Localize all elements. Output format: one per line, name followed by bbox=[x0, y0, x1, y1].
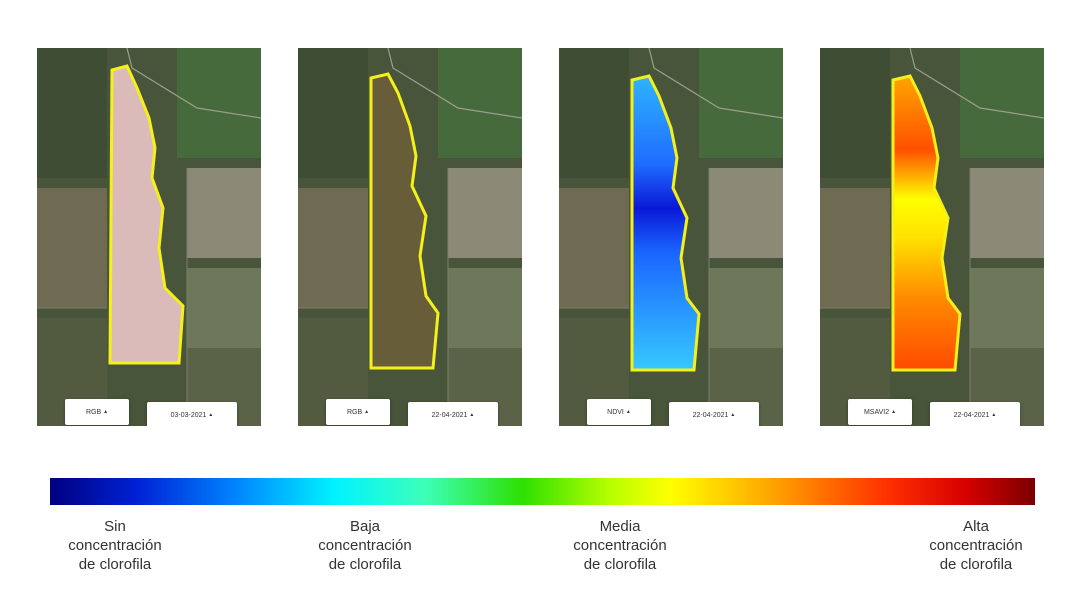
legend-label-baja: Baja concentración de clorofila bbox=[285, 517, 445, 574]
legend-line: de clorofila bbox=[583, 556, 657, 573]
legend-line: concentración bbox=[929, 537, 1023, 554]
legend-line: concentración bbox=[573, 537, 667, 554]
layer-label: RGB bbox=[85, 408, 102, 416]
legend-line: Baja bbox=[349, 518, 381, 535]
legend-line: de clorofila bbox=[328, 556, 402, 573]
layer-label: NDVI bbox=[607, 408, 624, 416]
caret-up-icon: ▲ bbox=[891, 409, 897, 415]
date-select-button[interactable]: 22-04-2021 ▲ bbox=[669, 402, 759, 426]
map-panel-3: NDVI ▲ 22-04-2021 ▲ bbox=[559, 48, 783, 426]
date-label: 22-04-2021 bbox=[953, 411, 990, 419]
chlorophyll-colorbar bbox=[50, 478, 1035, 505]
date-select-button[interactable]: 22-04-2021 ▲ bbox=[408, 402, 498, 426]
legend-line: de clorofila bbox=[939, 556, 1013, 573]
legend-line: concentración bbox=[318, 537, 412, 554]
legend-label-alta: Alta concentración de clorofila bbox=[896, 517, 1056, 574]
caret-up-icon: ▲ bbox=[730, 412, 736, 418]
caret-up-icon: ▲ bbox=[625, 409, 631, 415]
date-label: 03-03-2021 bbox=[170, 411, 207, 419]
caret-up-icon: ▲ bbox=[991, 412, 997, 418]
legend-line: Alta bbox=[963, 518, 989, 535]
map-panel-2: RGB ▲ 22-04-2021 ▲ bbox=[298, 48, 522, 426]
caret-up-icon: ▲ bbox=[208, 412, 214, 418]
map-panel-4: MSAVI2 ▲ 22-04-2021 ▲ bbox=[820, 48, 1044, 426]
satellite-map bbox=[37, 48, 261, 426]
layer-select-button[interactable]: RGB ▲ bbox=[326, 399, 390, 425]
satellite-map bbox=[820, 48, 1044, 426]
layer-label: MSAVI2 bbox=[863, 408, 890, 416]
legend-label-media: Media concentración de clorofila bbox=[540, 517, 700, 574]
caret-up-icon: ▲ bbox=[364, 409, 370, 415]
legend-line: Sin bbox=[104, 518, 126, 535]
layer-select-button[interactable]: MSAVI2 ▲ bbox=[848, 399, 912, 425]
legend-line: de clorofila bbox=[78, 556, 152, 573]
map-panel-1: RGB ▲ 03-03-2021 ▲ bbox=[37, 48, 261, 426]
satellite-map bbox=[298, 48, 522, 426]
layer-select-button[interactable]: NDVI ▲ bbox=[587, 399, 651, 425]
layer-select-button[interactable]: RGB ▲ bbox=[65, 399, 129, 425]
legend-line: concentración bbox=[68, 537, 162, 554]
legend-line: Media bbox=[599, 518, 641, 535]
satellite-map bbox=[559, 48, 783, 426]
date-label: 22-04-2021 bbox=[692, 411, 729, 419]
layer-label: RGB bbox=[346, 408, 363, 416]
caret-up-icon: ▲ bbox=[469, 412, 475, 418]
caret-up-icon: ▲ bbox=[103, 409, 109, 415]
date-select-button[interactable]: 22-04-2021 ▲ bbox=[930, 402, 1020, 426]
date-select-button[interactable]: 03-03-2021 ▲ bbox=[147, 402, 237, 426]
date-label: 22-04-2021 bbox=[431, 411, 468, 419]
legend-label-sin: Sin concentración de clorofila bbox=[35, 517, 195, 574]
